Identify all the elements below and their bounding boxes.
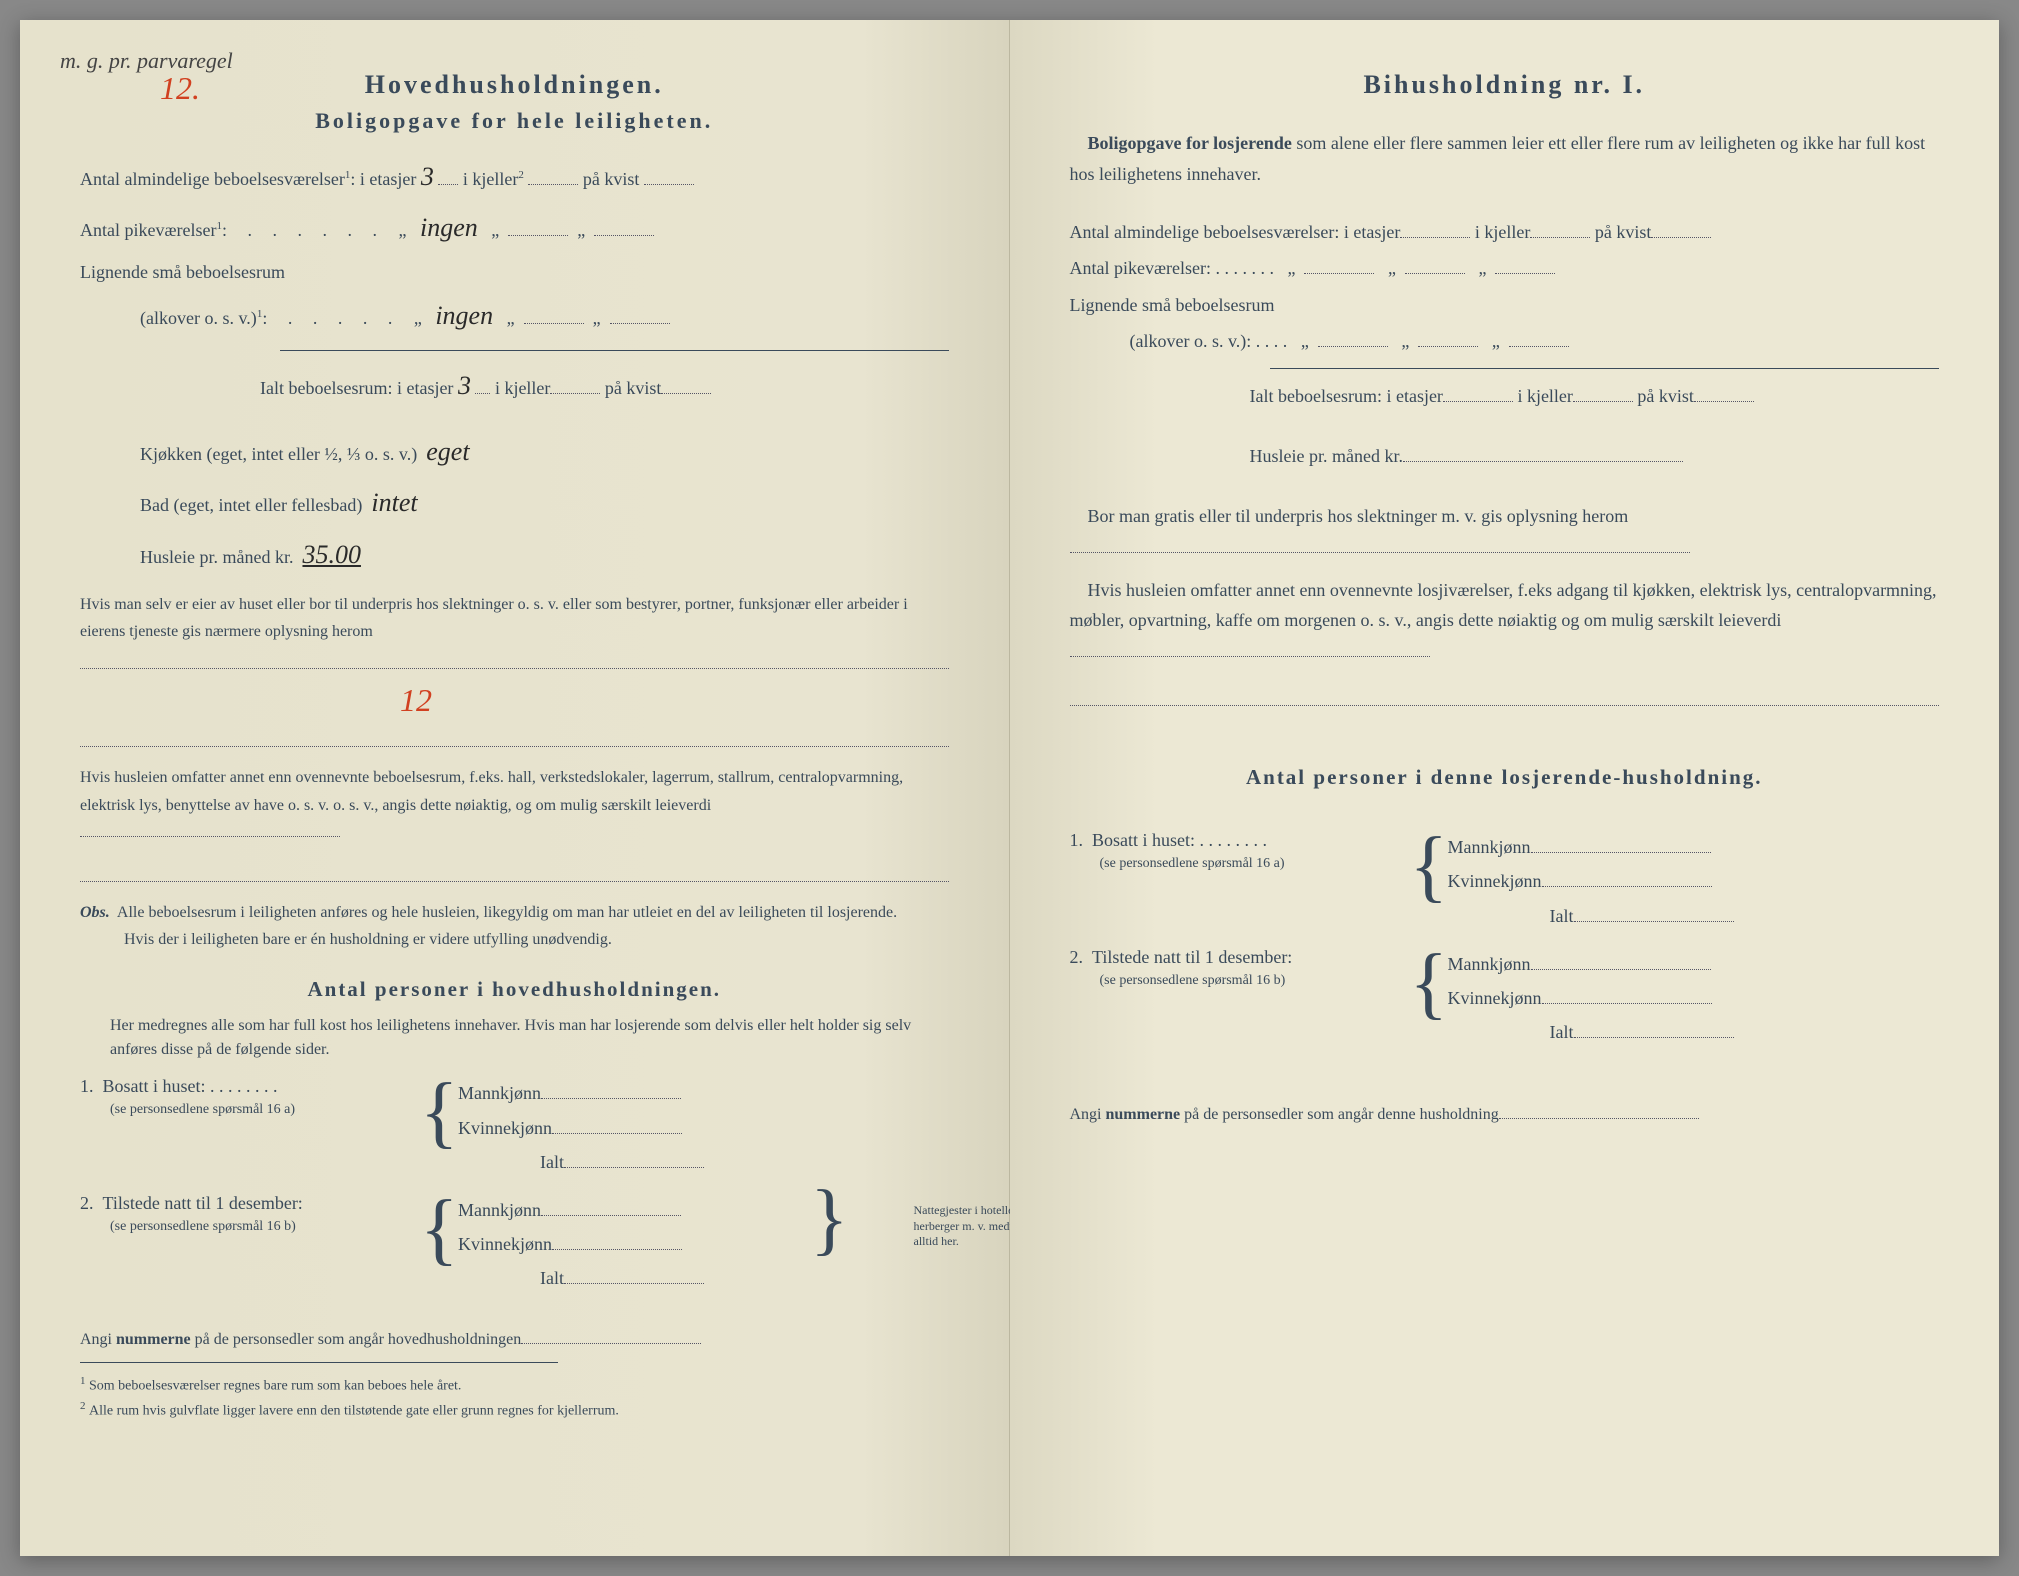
right-title: Bihusholdning nr. I. [1070, 70, 1940, 100]
obs-note: Obs. Alle beboelsesrum i leiligheten anf… [80, 899, 949, 953]
r-line-pike: Antal pikeværelser: . . . . . . . „ „ „ [1070, 251, 1940, 285]
value-lignende: ingen [435, 291, 493, 340]
left-section-intro: Her medregnes alle som har full kost hos… [80, 1014, 949, 1062]
line-pike: Antal pikeværelser1: . . . . . . „ ingen… [80, 203, 949, 252]
value-kjokken: eget [426, 427, 469, 476]
left-title-main: Hovedhusholdningen. [80, 70, 949, 100]
note-husleie-left: Hvis husleien omfatter annet enn ovennev… [80, 764, 949, 846]
line-ialt: Ialt beboelsesrum: i etasjer 3 i kjeller… [80, 361, 949, 410]
r-line-beboelse: Antal almindelige beboelsesværelser: i e… [1070, 215, 1940, 249]
value-bad: intet [371, 478, 417, 527]
brace-icon: { [420, 1076, 458, 1148]
brace-icon: { [1410, 947, 1448, 1019]
brace-icon: } [810, 1183, 848, 1255]
q1-row-left: 1. Bosatt i huset: . . . . . . . . (se p… [80, 1076, 949, 1179]
right-page: Bihusholdning nr. I. Boligopgave for los… [1010, 20, 2000, 1556]
value-pike: ingen [420, 203, 478, 252]
red-annotation-12-top: 12. [160, 70, 200, 107]
q2-row-right: 2. Tilstede natt til 1 desember: (se per… [1070, 947, 1940, 1050]
q1-row-right: 1. Bosatt i huset: . . . . . . . . (se p… [1070, 830, 1940, 933]
angi-right: Angi nummerne på de personsedler som ang… [1070, 1103, 1940, 1127]
angi-left: Angi nummerne på de personsedler som ang… [80, 1328, 949, 1352]
value-ialt-etasjer: 3 [458, 361, 471, 410]
footnote-1: 1 Som beboelsesværelser regnes bare rum … [80, 1373, 949, 1397]
r-note-husleie: Hvis husleien omfatter annet enn ovennev… [1070, 575, 1940, 667]
footnote-2: 2 Alle rum hvis gulvflate ligger lavere … [80, 1398, 949, 1422]
right-intro: Boligopgave for losjerende som alene ell… [1070, 128, 1940, 189]
note-eier: Hvis man selv er eier av huset eller bor… [80, 591, 949, 679]
pencil-annotation-top: m. g. pr. parvaregel [60, 48, 233, 74]
right-section-title: Antal personer i denne losjerende-hushol… [1070, 765, 1940, 790]
left-page: m. g. pr. parvaregel 12. Hovedhusholdnin… [20, 20, 1010, 1556]
r-note-gratis: Bor man gratis eller til underpris hos s… [1070, 501, 1940, 562]
line-husleie: Husleie pr. måned kr. 35.00 [80, 530, 949, 579]
r-ialt: Ialt beboelsesrum: i etasjer i kjeller p… [1070, 379, 1940, 413]
r-lignende-2: (alkover o. s. v.): . . . . „ „ „ [1070, 324, 1940, 358]
brace-icon: { [1410, 830, 1448, 902]
line-lignende-1: Lignende små beboelsesrum [80, 255, 949, 289]
brace-icon: { [420, 1193, 458, 1265]
value-husleie: 35.00 [302, 530, 361, 579]
line-beboelse: Antal almindelige beboelsesværelser1: i … [80, 152, 949, 201]
q2-row-left: 2. Tilstede natt til 1 desember: (se per… [80, 1193, 949, 1296]
value-etasjer: 3 [421, 152, 434, 201]
r-husleie: Husleie pr. måned kr. [1070, 439, 1940, 473]
line-kjokken: Kjøkken (eget, intet eller ½, ⅓ o. s. v.… [80, 427, 949, 476]
left-title-sub: Boligopgave for hele leiligheten. [80, 108, 949, 134]
line-lignende-2: (alkover o. s. v.)1: . . . . . „ ingen „… [80, 291, 949, 340]
line-bad: Bad (eget, intet eller fellesbad) intet [80, 478, 949, 527]
r-lignende-1: Lignende små beboelsesrum [1070, 288, 1940, 322]
document-spread: m. g. pr. parvaregel 12. Hovedhusholdnin… [20, 20, 1999, 1556]
left-section-title: Antal personer i hovedhusholdningen. [80, 977, 949, 1002]
